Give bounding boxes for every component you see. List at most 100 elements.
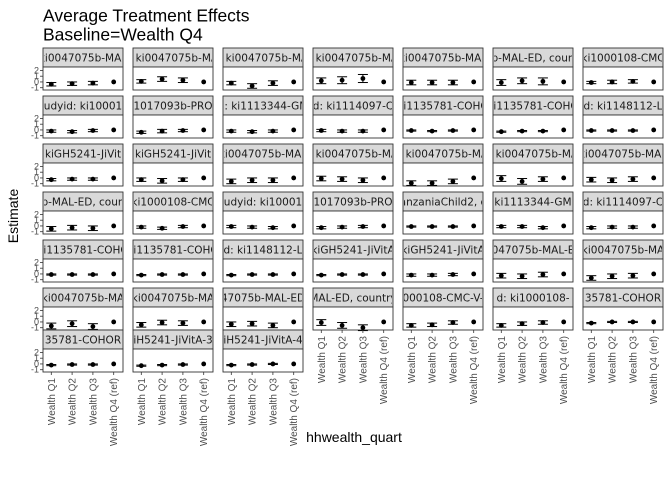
point-estimate [519, 128, 525, 134]
point-estimate [180, 272, 186, 277]
point-estimate [180, 320, 186, 326]
point-estimate [450, 128, 456, 133]
facet-plot-area [42, 162, 124, 187]
y-tick-label: 0 [34, 317, 39, 327]
point-estimate [201, 223, 207, 229]
facet-panel: d: ki1148112-L [582, 95, 664, 139]
point-estimate [450, 80, 456, 85]
point-estimate [540, 128, 546, 134]
point-estimate [450, 272, 456, 277]
facet-panel: 047075b-MAL-E [492, 239, 575, 283]
facet-panel: d: ki0047075b-MAL [312, 47, 394, 91]
point-estimate [561, 79, 567, 85]
point-estimate [180, 128, 186, 133]
facet-strip-label: ki1135781-COHO [127, 245, 218, 257]
facet-plot-area [312, 162, 394, 187]
facet-plot-area [132, 66, 214, 91]
x-tick-label: Wealth Q4 (ref) [469, 336, 480, 404]
point-estimate [90, 80, 96, 86]
facet-plot-area [42, 306, 124, 331]
facet-panel: d: ki0047075b-MAL [402, 143, 484, 187]
point-estimate [48, 226, 54, 232]
x-tick-label: Wealth Q4 (ref) [199, 378, 210, 446]
facet-panel: kiGH5241-JiVit [132, 143, 214, 187]
point-estimate [429, 272, 435, 278]
point-estimate [159, 362, 165, 368]
x-tick-label: Wealth Q1 [317, 336, 328, 383]
point-estimate [519, 273, 525, 279]
point-estimate [540, 320, 546, 325]
y-tick-label: -1 [31, 323, 39, 333]
facet-strip-label: d: ki0047075b-MAL [212, 53, 314, 65]
x-tick-label: Wealth Q1 [137, 378, 148, 425]
x-tick-label: Wealth Q2 [338, 336, 349, 383]
point-estimate [561, 127, 567, 133]
facet-plot-area [222, 210, 304, 235]
point-estimate [270, 80, 276, 86]
point-estimate [360, 325, 366, 331]
point-estimate [318, 176, 324, 181]
y-tick-label: 0 [34, 173, 39, 183]
facet-strip-label: anzaniaChild2, c [400, 197, 487, 209]
facet-strip-label: ki1135781-COHO [397, 101, 488, 113]
point-estimate [588, 225, 594, 231]
facet-panel: d: ki1113344-GM [222, 95, 304, 139]
point-estimate [339, 224, 345, 230]
facet-strip-label: 047075b-MAL-E [492, 245, 575, 257]
x-tick-label: Wealth Q4 (ref) [379, 336, 390, 404]
facet-plot-area [132, 162, 214, 187]
x-tick-label: Wealth Q3 [628, 336, 639, 383]
point-estimate [540, 78, 546, 84]
facet-panel: ki1135781-COHO [492, 95, 574, 139]
point-estimate [609, 224, 615, 230]
point-estimate [519, 78, 525, 84]
facet-strip-label: ki0047075b-MA [42, 293, 125, 305]
point-estimate [159, 128, 165, 134]
y-tick-label: 2 [34, 113, 39, 123]
facet-plot-area [492, 306, 574, 331]
point-estimate [48, 362, 54, 368]
facet-panel: udyid: ki10001 [222, 191, 304, 235]
facet-panel: ki0047075b-MA [582, 239, 664, 283]
facet-panel: d: ki0047075b-MAL [302, 143, 404, 187]
point-estimate [630, 224, 636, 230]
facet-plot-area [222, 348, 304, 373]
facet-panel: ki0047075b-MAL [402, 47, 484, 91]
point-estimate [201, 361, 207, 367]
facet-strip-label: d: ki1000108- [496, 293, 569, 305]
point-estimate [201, 175, 207, 181]
point-estimate [360, 177, 366, 183]
facet-strip-label: ki1000108-CMC [131, 197, 214, 209]
point-estimate [588, 128, 594, 133]
y-tick-label: 2 [34, 65, 39, 75]
facet-plot-area [582, 306, 664, 331]
facet-plot-area [312, 306, 394, 331]
point-estimate [138, 363, 144, 369]
facet-strip-label: ki0047075b-MAL [219, 149, 307, 161]
facet-strip-label: d: ki0047075b-MAL [302, 149, 404, 161]
point-estimate [228, 321, 234, 327]
facet-strip-label: 47075b-MAL-ED [221, 293, 305, 305]
facet-plot-area [582, 114, 664, 139]
point-estimate [228, 362, 234, 368]
facet-panel: b-MAL-ED, coun [492, 47, 574, 91]
point-estimate [270, 177, 276, 183]
point-estimate [429, 224, 435, 229]
point-estimate [588, 320, 594, 326]
point-estimate [69, 176, 75, 182]
point-estimate [201, 271, 207, 277]
facet-plot-area [492, 114, 574, 139]
y-tick-label: 2 [34, 347, 39, 357]
point-estimate [498, 80, 504, 85]
point-estimate [111, 319, 117, 325]
point-estimate [138, 224, 144, 230]
point-estimate [318, 320, 324, 325]
point-estimate [609, 128, 615, 133]
facet-panel: ki1135781-COHO [127, 239, 218, 283]
point-estimate [159, 76, 165, 82]
facet-strip-label: kiGH5241-JiVit [135, 149, 211, 161]
point-estimate [381, 175, 387, 181]
point-estimate [90, 225, 96, 231]
